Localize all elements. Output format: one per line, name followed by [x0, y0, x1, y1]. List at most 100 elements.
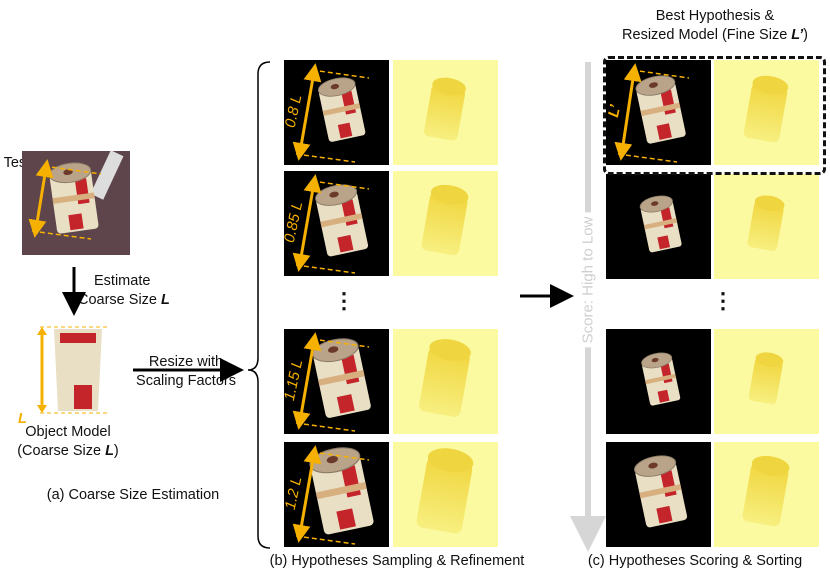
tile-graphic: 0.85 L [281, 174, 370, 274]
cylinder-body [424, 84, 466, 141]
estimate-label: Estimate Coarse Size L [78, 272, 170, 310]
cylinder-body [419, 347, 470, 417]
tile-graphic [28, 150, 124, 240]
tile-graphic [416, 448, 474, 534]
object-model-line1: Object Model [25, 424, 111, 440]
tile-graphic [641, 352, 681, 406]
tile-graphic [748, 352, 784, 405]
cylinder-body [416, 457, 473, 534]
cylinder-top [751, 455, 790, 476]
estimate-line1: Estimate [94, 273, 151, 289]
marker-pen [90, 150, 124, 200]
can-top-mark [328, 346, 339, 353]
can-stripe [315, 481, 367, 500]
dashed-guide [311, 180, 370, 190]
best-rgb-tile: L’ [605, 60, 711, 165]
sorted-depth-tile [714, 174, 819, 279]
best-line2: Resized Model (Fine Size [622, 27, 792, 43]
caption-c: (c) Hypotheses Scoring & Sorting [587, 553, 803, 569]
depth-cylinder [743, 75, 789, 143]
cylinder-top [430, 184, 469, 205]
tile-graphic: L’ [605, 63, 690, 163]
tile-graphic [424, 77, 466, 141]
object-model-line2: (Coarse Size [17, 443, 106, 459]
can-icon [639, 195, 682, 253]
can-body [313, 346, 371, 418]
can-stripe [639, 484, 682, 499]
can-icon [315, 184, 369, 257]
tile-graphic [747, 195, 785, 252]
cylinder-top [432, 77, 466, 96]
can-label-red [657, 389, 670, 403]
size-symbol: L [105, 443, 114, 459]
can-icon [312, 338, 371, 418]
hypothesis-depth-tile [393, 60, 498, 165]
depth-cylinder [424, 77, 466, 141]
cylinder-body [421, 192, 468, 256]
cylinder-top [752, 75, 789, 95]
fine-size-symbol: L’ [791, 27, 804, 43]
scale-label: 0.8 L [282, 93, 306, 129]
can-top-mark [329, 191, 339, 198]
can-label-red [657, 235, 671, 250]
size-arrow [292, 174, 322, 272]
best-line1: Best Hypothesis & [655, 8, 775, 24]
size-arrow [292, 332, 322, 430]
scale-label: L’ [605, 103, 624, 119]
hypothesis-rgb-tile: 1.2 L [282, 442, 389, 547]
tile-graphic [419, 339, 471, 417]
can-stripe [645, 373, 677, 385]
hypothesis-rgb-tile: 1.15 L [281, 329, 389, 434]
tile-graphic [634, 455, 688, 528]
paren: ) [803, 27, 808, 43]
dashed-guide [311, 338, 370, 348]
cylinder-body [748, 357, 783, 405]
tile-graphic [37, 326, 110, 414]
model-red [60, 333, 96, 343]
cylinder-body [743, 82, 788, 143]
test-rgbd-image [22, 150, 130, 255]
hypothesis-rgb-tile: 0.8 L [282, 60, 389, 165]
tile-graphic [743, 75, 789, 143]
can-label-red [68, 213, 84, 231]
size-symbol: L [161, 292, 170, 308]
can-icon [634, 455, 688, 528]
best-hypothesis-box [603, 56, 826, 175]
depth-cylinder [416, 448, 474, 534]
best-hypothesis-title: Best Hypothesis & Resized Model (Fine Si… [600, 7, 830, 45]
tile-graphic [742, 455, 790, 527]
tile-graphic: 1.15 L [281, 332, 371, 432]
scale-label: 1.2 L [282, 475, 306, 511]
cylinder-top [429, 339, 471, 362]
can-label-red [336, 394, 355, 414]
dashed-guide [311, 451, 370, 461]
model-can [54, 329, 102, 411]
tile-graphic [421, 184, 469, 256]
sorted-depth-tile [714, 442, 819, 547]
can-body [310, 455, 374, 535]
can-body [635, 462, 688, 528]
can-body [316, 191, 369, 257]
can-icon [317, 77, 366, 142]
can-top-mark [651, 201, 659, 206]
model-size-label: L [18, 411, 27, 427]
can-top-mark [649, 82, 658, 88]
can-stripe [640, 102, 681, 117]
paren: ) [113, 443, 119, 459]
cylinder-body [742, 463, 789, 527]
can-stripe [318, 370, 365, 386]
model-red [74, 385, 92, 409]
sorted-rgb-tile [606, 174, 711, 279]
can-icon [635, 75, 686, 144]
can-label-red [337, 234, 354, 253]
sorted-rgb-tile [606, 329, 711, 434]
size-arrow [614, 63, 642, 161]
can-stripe [643, 218, 678, 230]
caption-b: (b) Hypotheses Sampling & Refinement [269, 553, 525, 569]
can-top-mark [63, 169, 73, 175]
can-icon [48, 162, 99, 234]
cylinder-top [754, 195, 785, 212]
cylinder-top [427, 448, 474, 473]
